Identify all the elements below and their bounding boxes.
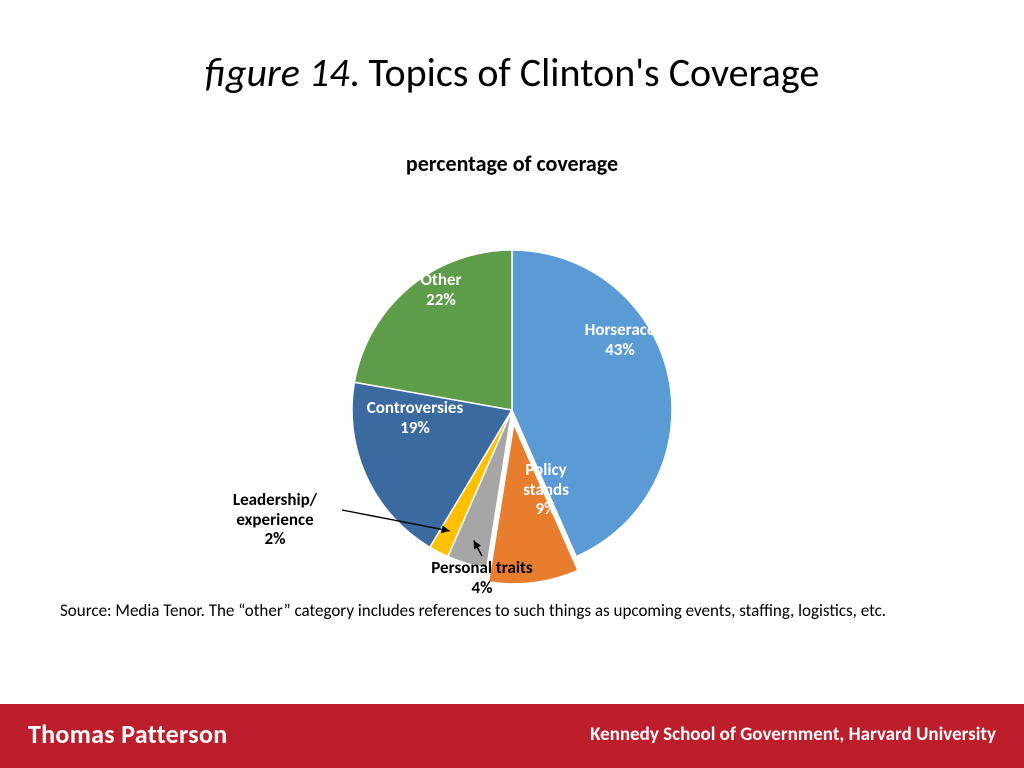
slice-label-policy: Policy stands 9%: [506, 460, 586, 519]
figure-number: figure 14: [205, 48, 350, 97]
slide-title: figure 14. Topics of Clinton's Coverage: [0, 48, 1024, 97]
footer-org: Kennedy School of Government, Harvard Un…: [590, 723, 996, 746]
ext-label-personal-traits: Personal traits 4%: [402, 558, 562, 597]
title-text: . Topics of Clinton's Coverage: [349, 48, 819, 97]
footer-bar: Thomas Patterson Kennedy School of Gover…: [0, 704, 1024, 768]
footer-author: Thomas Patterson: [28, 718, 227, 750]
chart-subtitle: percentage of coverage: [0, 150, 1024, 177]
slide: figure 14. Topics of Clinton's Coverage …: [0, 0, 1024, 768]
slice-label-other: Other 22%: [396, 270, 486, 309]
slice-label-horserace: Horserace 43%: [560, 320, 680, 359]
ext-label-leadership: Leadership/ experience 2%: [210, 490, 340, 549]
slice-label-controversies: Controversies 19%: [350, 398, 480, 437]
source-note: Source: Media Tenor. The “other” categor…: [60, 600, 964, 621]
